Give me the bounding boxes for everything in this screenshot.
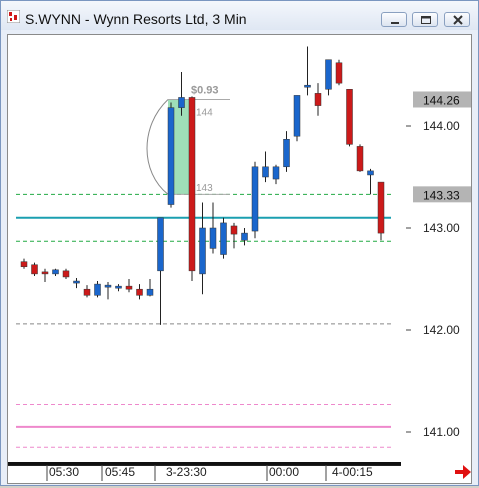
window-title: S.WYNN - Wynn Resorts Ltd, 3 Min (25, 11, 247, 27)
time-axis-bar (8, 462, 401, 465)
candle-body (178, 97, 185, 108)
time-label: 05:45 (105, 465, 135, 479)
chart-panel[interactable]: $0.93 144 143 144.00 143.00 142.00 141.00 144.2… (7, 34, 472, 484)
candle-body (199, 227, 206, 275)
candle-body (272, 166, 280, 180)
price-badge (413, 186, 471, 203)
title-bar[interactable]: S.WYNN - Wynn Resorts Ltd, 3 Min (1, 1, 478, 30)
candle-body (220, 222, 227, 255)
candle-body (146, 288, 154, 296)
price-badge-label: 144.26 (423, 93, 460, 107)
candle-body (115, 285, 122, 289)
candle-body (209, 227, 217, 249)
measure-delta-label: $0.93 (191, 84, 219, 96)
price-label: 141.00 (423, 425, 460, 439)
close-button[interactable] (444, 12, 470, 27)
candle-body (94, 283, 101, 296)
candle-body (346, 89, 353, 145)
candle-body (356, 146, 364, 172)
candle-body (325, 59, 332, 90)
candle-body (104, 284, 112, 288)
candle-body (241, 232, 248, 241)
maximize-button[interactable] (412, 12, 438, 27)
candlestick-chart[interactable]: $0.93 144 143 144.00 143.00 142.00 141.00 144.2… (8, 35, 471, 483)
time-label: 3-23:30 (166, 465, 207, 479)
candle-body (157, 217, 164, 272)
price-badge (413, 91, 471, 108)
candle-body (136, 288, 143, 296)
candle-body (20, 261, 28, 268)
candle-body (73, 280, 80, 284)
candle-body (167, 107, 175, 205)
candle-body (251, 166, 259, 232)
time-label: 05:30 (49, 465, 79, 479)
maximize-icon (421, 16, 431, 24)
price-badge-label: 143.33 (423, 188, 460, 202)
candle-body (62, 270, 70, 278)
candle-body (52, 269, 59, 275)
candle-body (230, 225, 238, 235)
candle-body (188, 97, 196, 272)
price-label: 142.00 (423, 323, 460, 337)
candle-body (377, 181, 385, 234)
candle-body (304, 84, 311, 88)
candle-body (31, 264, 38, 275)
candle-body (41, 271, 49, 275)
minimize-button[interactable] (381, 12, 407, 27)
arrow-right-icon[interactable] (453, 463, 473, 481)
minimize-icon (391, 22, 399, 24)
candle-body (262, 166, 269, 178)
candle-body (335, 62, 343, 84)
close-icon (453, 15, 463, 25)
candle-body (293, 95, 301, 137)
price-label: 143.00 (423, 221, 460, 235)
time-label: 4-00:15 (332, 465, 373, 479)
chart-app-icon (7, 10, 20, 23)
price-label: 144.00 (423, 119, 460, 133)
candle-body (125, 285, 133, 290)
measure-low-label: 143 (196, 183, 213, 194)
time-label: 00:00 (269, 465, 299, 479)
candle-body (367, 170, 374, 176)
candle-body (314, 93, 322, 106)
candle-body (83, 288, 91, 296)
candle-body (283, 139, 290, 168)
measure-arc (146, 99, 169, 195)
measure-high-label: 144 (196, 108, 213, 119)
